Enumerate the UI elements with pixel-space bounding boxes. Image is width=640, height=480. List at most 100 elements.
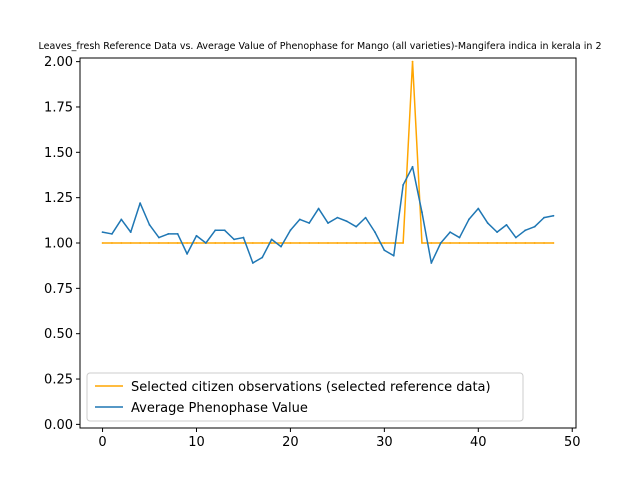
legend-label-selected-reference: Selected citizen observations (selected … (131, 380, 491, 395)
data-point-s0-26 (345, 242, 348, 244)
x-tick-label: 20 (282, 435, 299, 450)
data-point-s0-8 (176, 242, 179, 244)
data-point-s0-48 (552, 242, 555, 244)
data-point-s0-46 (533, 242, 536, 244)
data-point-s0-1 (111, 242, 113, 244)
data-point-s0-24 (327, 242, 329, 244)
data-point-s0-41 (486, 242, 489, 244)
data-point-s0-19 (280, 242, 282, 244)
data-point-s0-45 (524, 242, 527, 244)
data-point-s0-33 (411, 60, 414, 63)
y-tick-label: 1.00 (44, 237, 73, 252)
data-point-s1-3 (129, 231, 132, 234)
data-point-s1-41 (486, 222, 489, 224)
data-point-s0-16 (251, 242, 254, 244)
data-point-s1-47 (543, 216, 545, 219)
x-axis: 0 10 20 30 40 50 (98, 428, 581, 450)
data-point-s1-40 (477, 207, 480, 210)
data-point-s1-6 (158, 236, 160, 239)
data-point-s1-43 (505, 223, 508, 226)
data-point-s0-28 (364, 242, 367, 244)
data-point-s0-12 (214, 242, 217, 244)
data-point-s0-29 (374, 242, 376, 244)
data-point-s1-26 (345, 220, 348, 223)
data-point-s1-23 (317, 207, 320, 210)
x-tick-label: 50 (564, 435, 581, 450)
data-point-s1-19 (280, 245, 282, 248)
data-point-s1-9 (186, 252, 188, 255)
data-point-s1-7 (167, 233, 170, 235)
data-point-s0-43 (505, 242, 508, 244)
data-point-s0-20 (289, 242, 292, 244)
x-tick-label: 0 (98, 435, 106, 450)
data-point-s0-10 (195, 242, 198, 244)
data-point-s0-34 (421, 242, 423, 244)
data-point-s0-21 (298, 242, 301, 244)
data-point-s1-11 (204, 242, 207, 244)
data-point-s0-0 (101, 242, 104, 244)
data-point-s0-17 (261, 242, 264, 244)
y-tick-label: 1.75 (44, 100, 73, 115)
data-point-s1-13 (223, 229, 226, 232)
data-point-s1-17 (261, 256, 264, 259)
data-point-s0-32 (402, 242, 405, 244)
data-point-s1-29 (374, 231, 376, 234)
data-point-s0-22 (308, 242, 311, 244)
y-tick-label: 2.00 (44, 55, 73, 70)
data-point-s0-6 (158, 242, 160, 244)
data-point-s0-27 (355, 242, 358, 244)
data-point-s1-22 (308, 222, 311, 224)
data-point-s1-24 (327, 222, 329, 224)
y-tick-label: 1.25 (44, 191, 73, 206)
data-point-s1-37 (449, 231, 452, 234)
data-point-s0-39 (468, 242, 470, 244)
chart-title: Leaves_fresh Reference Data vs. Average … (38, 41, 601, 52)
data-point-s1-35 (430, 262, 433, 264)
data-point-s0-30 (383, 242, 386, 244)
data-point-s1-5 (148, 223, 151, 226)
data-point-s1-46 (533, 225, 536, 228)
y-tick-label: 0.25 (44, 373, 73, 388)
data-point-s0-25 (336, 242, 339, 244)
data-point-s0-15 (242, 242, 245, 244)
data-point-s1-15 (242, 236, 245, 239)
data-point-s1-33 (411, 165, 414, 168)
data-point-s0-3 (129, 242, 132, 244)
legend-label-average-phenophase: Average Phenophase Value (131, 401, 308, 416)
data-point-s0-47 (543, 242, 545, 244)
data-point-s1-12 (214, 229, 217, 232)
data-point-s1-48 (552, 214, 555, 217)
data-point-s1-8 (176, 233, 179, 235)
data-point-s1-16 (251, 262, 254, 264)
data-point-s1-25 (336, 216, 339, 219)
data-point-s0-35 (430, 242, 433, 244)
data-point-s1-45 (524, 229, 527, 232)
data-point-s0-37 (449, 242, 452, 244)
data-point-s1-39 (468, 218, 470, 221)
data-point-s1-27 (355, 225, 358, 228)
data-point-s0-2 (120, 242, 123, 244)
data-point-s1-30 (383, 249, 386, 252)
data-point-s0-40 (477, 242, 480, 244)
data-point-s0-42 (496, 242, 498, 244)
data-point-s1-20 (289, 229, 292, 232)
data-point-s0-23 (317, 242, 320, 244)
series-layer (101, 60, 555, 264)
data-point-s0-18 (270, 242, 273, 244)
data-point-s1-42 (496, 231, 498, 234)
data-point-s0-7 (167, 242, 170, 244)
data-point-s1-18 (270, 238, 273, 241)
data-point-s0-14 (233, 242, 235, 244)
data-point-s0-4 (139, 242, 142, 244)
data-point-s1-10 (195, 234, 198, 237)
y-tick-label: 0.50 (44, 327, 73, 342)
data-point-s0-9 (186, 242, 188, 244)
data-point-s1-4 (139, 202, 142, 205)
data-point-s1-32 (402, 184, 405, 186)
y-tick-label: 1.50 (44, 146, 73, 161)
data-point-s1-44 (514, 236, 517, 239)
data-point-s1-34 (421, 211, 423, 214)
data-point-s1-0 (101, 231, 104, 234)
legend: Selected citizen observations (selected … (86, 372, 524, 422)
